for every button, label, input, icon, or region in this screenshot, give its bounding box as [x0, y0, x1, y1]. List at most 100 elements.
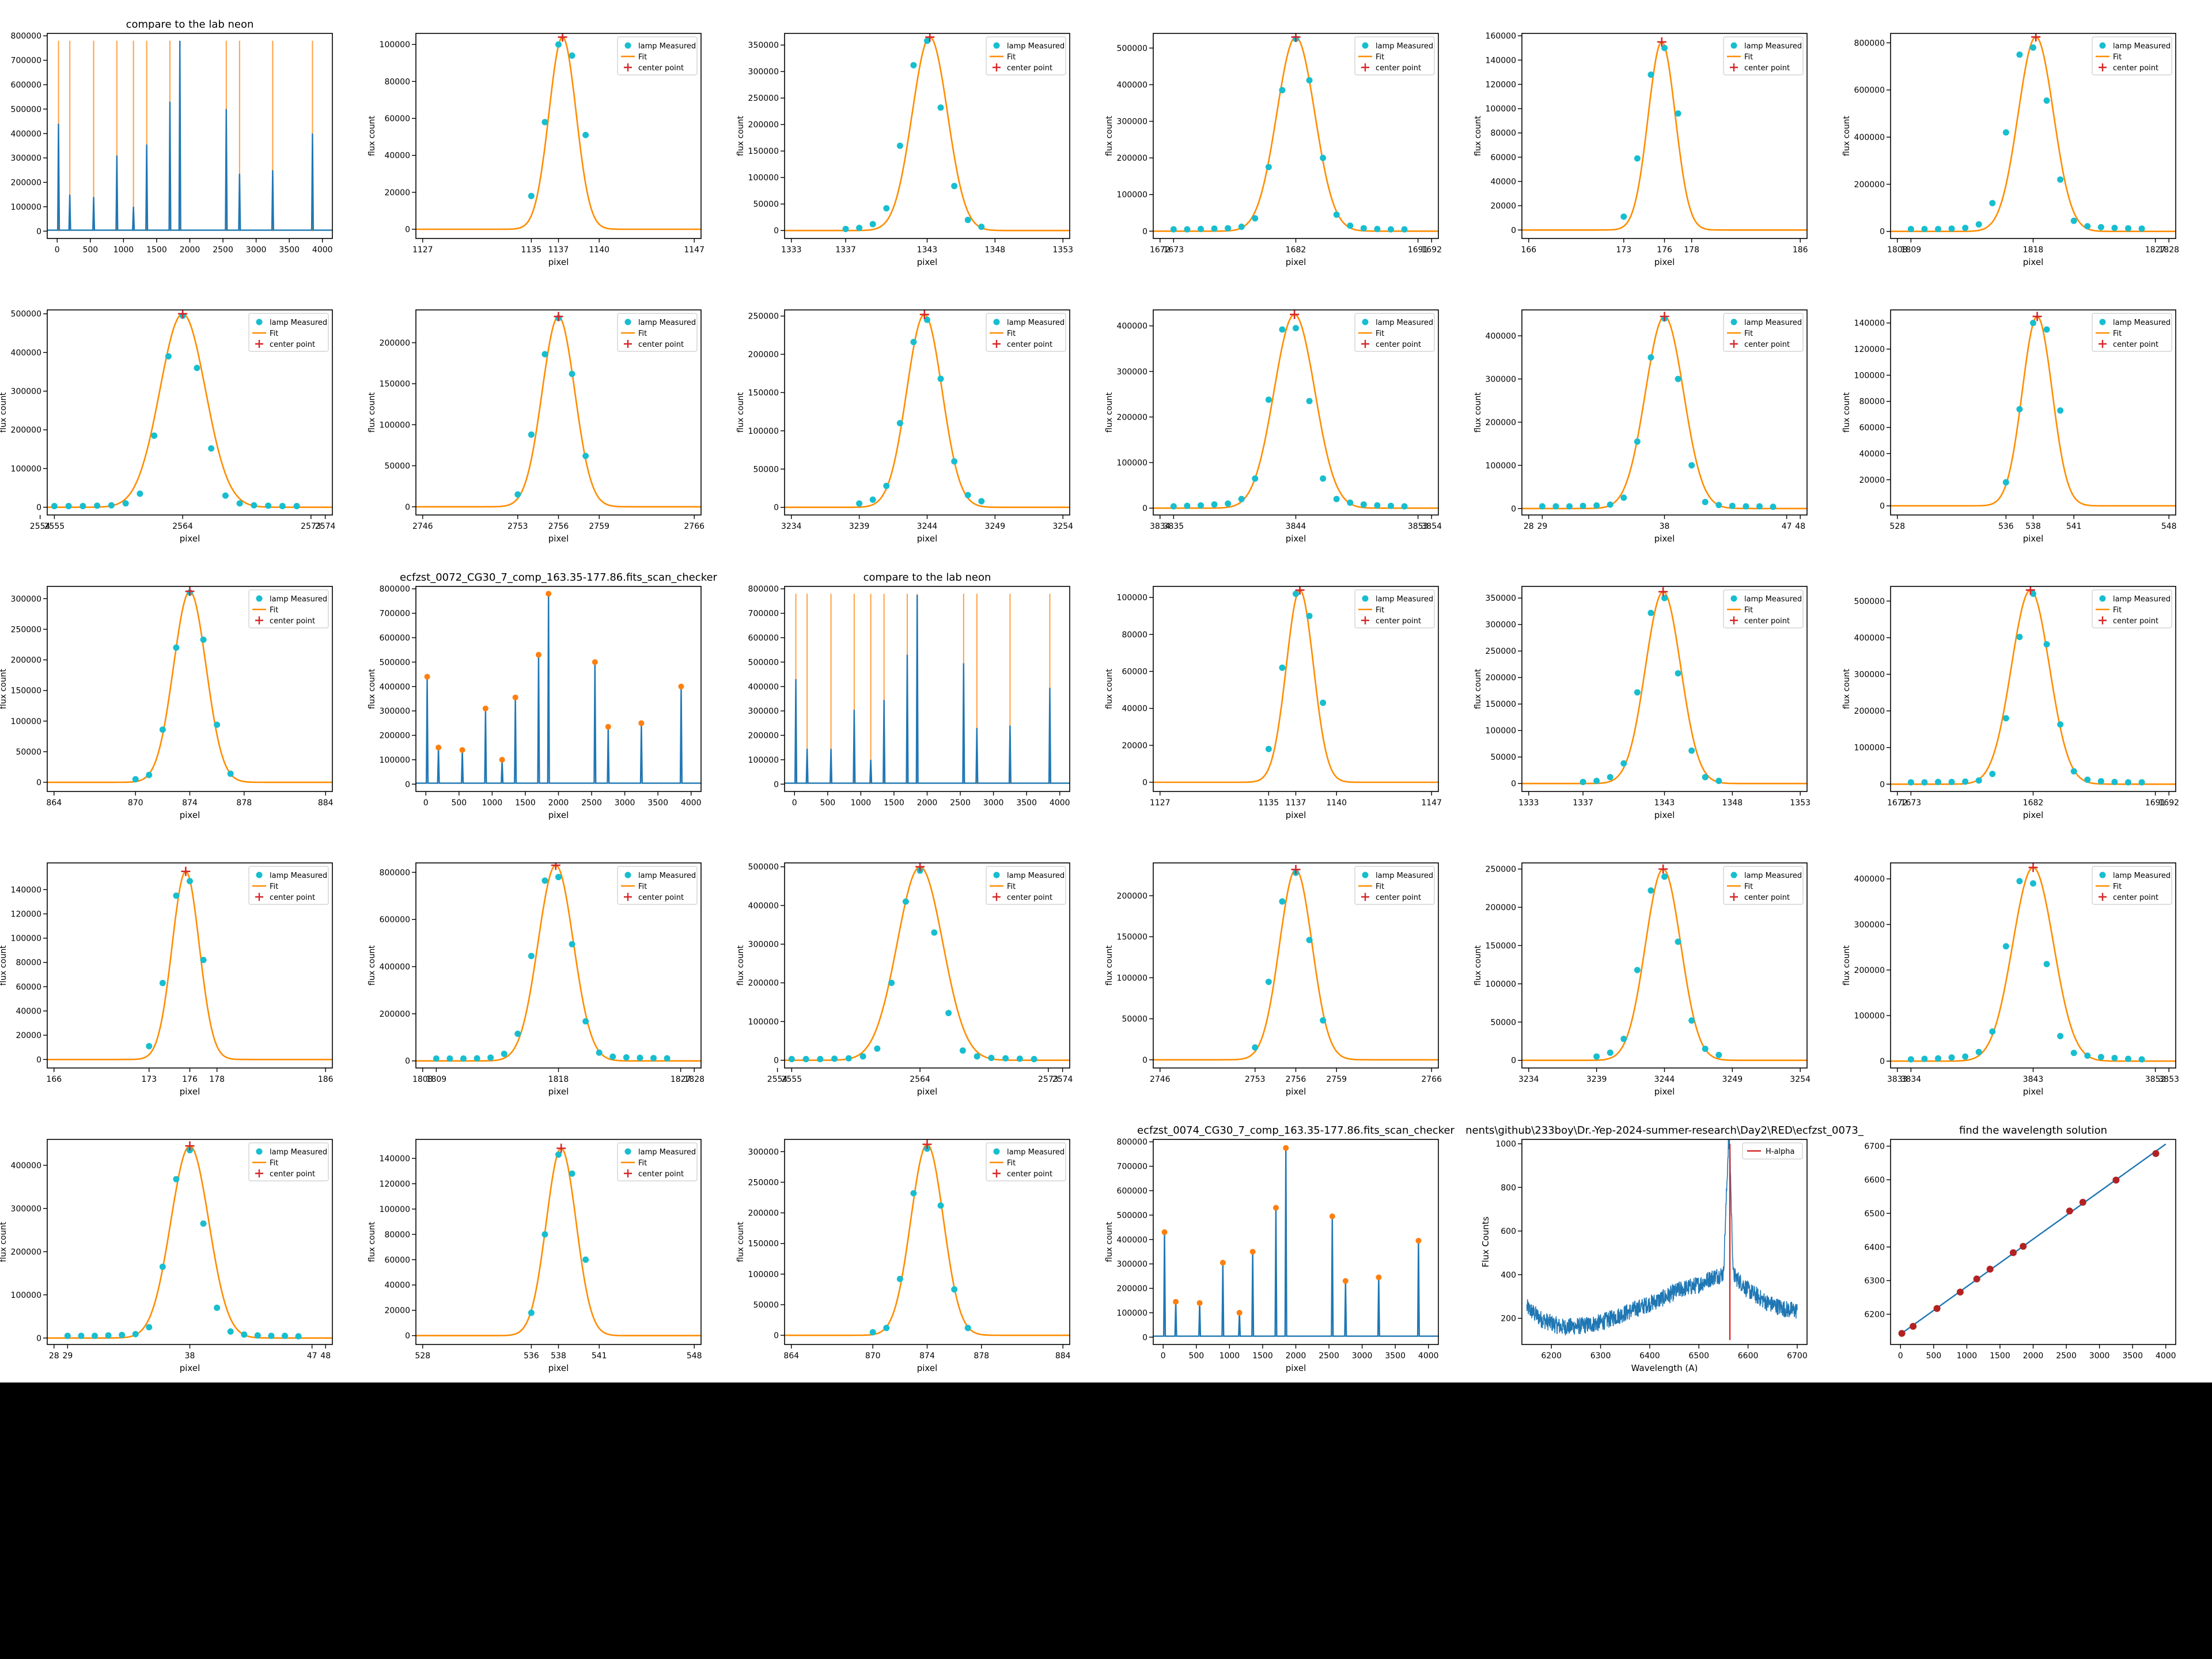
- x-tick-label: 864: [783, 1351, 799, 1361]
- measured-point: [1401, 503, 1408, 510]
- legend-label-fit: Fit: [2113, 882, 2122, 891]
- x-tick-label: 1333: [781, 245, 802, 255]
- y-tick-label: 20000: [384, 188, 410, 198]
- x-tick-label: 1348: [1722, 798, 1743, 808]
- y-tick-label: 6600: [1864, 1176, 1885, 1185]
- measured-point: [2030, 44, 2036, 51]
- y-tick-label: 150000: [1486, 941, 1516, 950]
- measured-point: [910, 1190, 917, 1197]
- x-tick-label: 874: [182, 798, 198, 808]
- y-tick-label: 400000: [748, 902, 779, 911]
- legend-marker-center: [993, 340, 1001, 348]
- subplot-2: 1127 1135 1137 1140 1147 0 20000 40000 60000 8000…: [368, 33, 704, 267]
- measured-point: [159, 1263, 166, 1270]
- x-tick-label: 2759: [1326, 1075, 1347, 1084]
- subplot-29: 6200 6300 6400 6500 6600 6700 200 400 600 800 1000…: [1465, 1124, 1864, 1373]
- legend-box: [1354, 866, 1435, 905]
- measured-point: [1661, 873, 1668, 880]
- center-point-marker: [1291, 33, 1301, 42]
- y-tick-label: 120000: [380, 1180, 410, 1189]
- legend: lamp Measured Fit center point: [617, 866, 698, 905]
- measured-point: [1907, 226, 1914, 233]
- y-tick-label: 200000: [748, 120, 779, 130]
- y-tick-label: 400000: [1854, 875, 1885, 884]
- measured-point: [1225, 500, 1232, 507]
- x-tick-label: 2500: [1319, 1351, 1339, 1361]
- measured-point: [159, 980, 166, 987]
- x-axis-label: pixel: [917, 257, 938, 267]
- measured-point: [1252, 1044, 1259, 1051]
- x-tick-label: 29: [62, 1351, 73, 1361]
- y-tick-label: 0: [1511, 1056, 1516, 1066]
- subplot-15: 0 500 1000 1500 2000 2500 3000 3500 4000 0 100000 2…: [748, 571, 1070, 808]
- measured-point: [582, 452, 589, 459]
- plot-area: [1898, 1143, 2166, 1337]
- y-tick-label: 600000: [1854, 86, 1885, 95]
- x-tick-label: 3500: [1385, 1351, 1406, 1361]
- legend-label-measured: lamp Measured: [270, 595, 327, 604]
- measured-point: [1729, 502, 1736, 509]
- x-tick-label: 3254: [1052, 522, 1073, 531]
- y-tick-label: 300000: [1117, 1260, 1147, 1269]
- measured-point: [1306, 937, 1313, 944]
- y-tick-label: 60000: [384, 1256, 410, 1265]
- legend-label-center: center point: [1007, 893, 1052, 902]
- y-tick-label: 160000: [1486, 32, 1516, 41]
- legend: lamp Measured Fit center point: [986, 1142, 1066, 1181]
- measured-point: [2030, 590, 2036, 597]
- center-point-marker: [2032, 312, 2042, 321]
- measured-point: [1252, 215, 1259, 222]
- y-tick-label: 120000: [11, 910, 41, 919]
- x-tick-label: 541: [2066, 522, 2082, 531]
- subplot-23: 3234 3239 3244 3249 3254 0 50000 100000 150000 20…: [1474, 862, 1810, 1097]
- legend-marker-measured: [1730, 319, 1737, 325]
- center-point-marker: [181, 866, 191, 876]
- y-tick-label: 60000: [16, 983, 41, 992]
- x-tick-label: 4000: [1418, 1351, 1439, 1361]
- x-tick-label: 47: [1782, 522, 1792, 531]
- legend-marker-measured: [2099, 595, 2106, 602]
- x-tick-label: 3835: [1164, 522, 1184, 531]
- measured-point: [1647, 609, 1654, 616]
- legend-label-fit: Fit: [270, 606, 278, 615]
- y-tick-label: 700000: [748, 609, 779, 619]
- axes-frame: [1153, 1139, 1439, 1345]
- legend-marker-center: [2099, 893, 2107, 901]
- measured-point: [582, 1256, 589, 1263]
- legend-marker-measured: [993, 1148, 1000, 1155]
- x-tick-label: 3834: [1150, 522, 1171, 531]
- axes-frame: [1521, 1139, 1808, 1345]
- legend-label-measured: lamp Measured: [1007, 1148, 1065, 1157]
- plot-area: [1522, 864, 1807, 1061]
- measured-point: [501, 1050, 507, 1057]
- measured-point: [2016, 51, 2023, 58]
- measured-point: [108, 502, 115, 509]
- legend: lamp Measured Fit center point: [1354, 313, 1435, 352]
- x-tick-label: 1147: [1421, 798, 1442, 808]
- legend-marker-measured: [1362, 42, 1369, 49]
- measured-point: [132, 1331, 139, 1338]
- measured-point: [1566, 503, 1573, 510]
- y-tick-label: 60000: [384, 115, 410, 124]
- y-axis-label: flux count: [1105, 945, 1114, 986]
- y-tick-label: 0: [405, 1332, 410, 1341]
- x-tick-label: 3244: [917, 522, 938, 531]
- y-tick-label: 400000: [1486, 332, 1516, 341]
- y-tick-label: 200000: [748, 1209, 779, 1218]
- measured-point: [79, 503, 86, 510]
- measured-point: [1620, 213, 1627, 220]
- center-point-marker: [1657, 37, 1666, 47]
- x-tick-label: 1827: [2145, 245, 2166, 255]
- measured-point: [2043, 97, 2050, 104]
- x-tick-label: 2746: [412, 522, 433, 531]
- x-tick-label: 2500: [2056, 1351, 2077, 1361]
- plot-area: [416, 33, 701, 230]
- y-tick-label: 100000: [11, 717, 41, 726]
- x-axis-label: pixel: [1286, 533, 1306, 544]
- x-tick-label: 1828: [684, 1075, 704, 1084]
- measured-point: [1320, 154, 1327, 161]
- measured-point: [964, 491, 971, 498]
- measured-point: [1907, 779, 1914, 786]
- peak-marker: [1173, 1298, 1179, 1305]
- legend-label-center: center point: [270, 1170, 315, 1179]
